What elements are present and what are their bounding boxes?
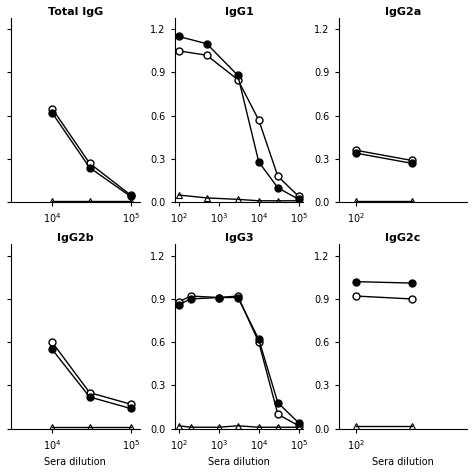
X-axis label: Sera dilution: Sera dilution xyxy=(372,457,434,467)
Title: IgG1: IgG1 xyxy=(225,7,254,17)
Title: IgG2a: IgG2a xyxy=(385,7,421,17)
X-axis label: Sera dilution: Sera dilution xyxy=(208,457,270,467)
Title: IgG2c: IgG2c xyxy=(385,233,420,243)
Title: IgG2b: IgG2b xyxy=(57,233,94,243)
X-axis label: Sera dilution: Sera dilution xyxy=(45,457,106,467)
Title: Total IgG: Total IgG xyxy=(48,7,103,17)
Title: IgG3: IgG3 xyxy=(225,233,254,243)
